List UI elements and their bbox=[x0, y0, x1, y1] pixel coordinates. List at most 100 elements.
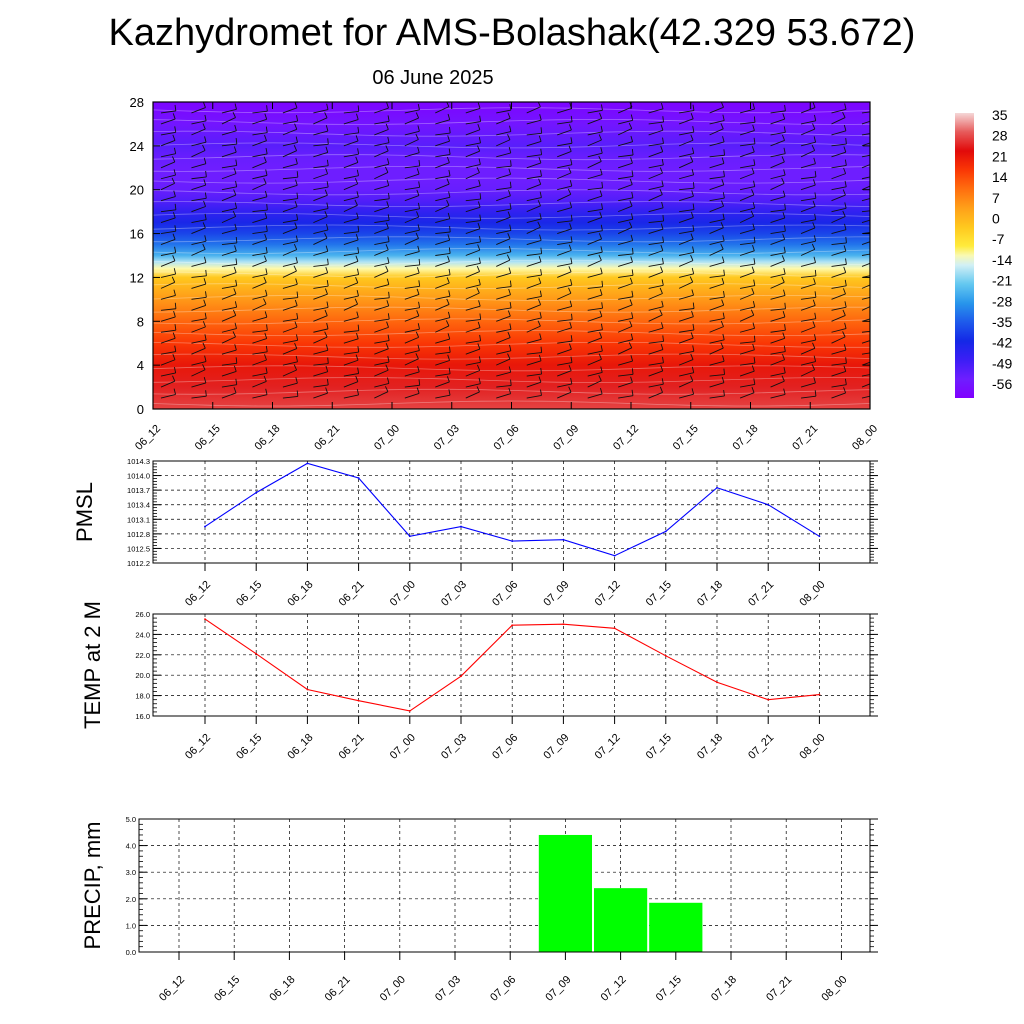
wind-barb bbox=[679, 323, 695, 333]
wind-barb bbox=[343, 346, 360, 355]
wind-barb bbox=[435, 178, 450, 191]
contour-line bbox=[153, 353, 870, 360]
wind-barb bbox=[740, 159, 756, 169]
x-tick-label: 06_18 bbox=[267, 974, 297, 1004]
data-point bbox=[664, 530, 667, 533]
wind-barb bbox=[861, 219, 870, 224]
wind-barb bbox=[800, 342, 816, 355]
y-tick-label: 16 bbox=[130, 227, 144, 242]
wind-barb bbox=[221, 180, 238, 191]
wind-barb bbox=[800, 256, 816, 267]
wind-barb bbox=[831, 138, 847, 147]
wind-barb bbox=[404, 232, 419, 245]
wind-barb bbox=[191, 243, 206, 256]
wind-barb bbox=[465, 278, 481, 289]
colorbar-scale bbox=[955, 113, 974, 398]
wind-barb bbox=[679, 345, 695, 355]
colorbar-labels: 35 28 21 14 7 0 -7 -14 -21 -28 -35 -42 -49 -56 bbox=[992, 107, 1012, 392]
wind-barb bbox=[739, 189, 755, 202]
wind-barb bbox=[313, 202, 329, 213]
wind-barb bbox=[435, 169, 451, 180]
wind-barb bbox=[374, 136, 390, 147]
x-tick-label: 06_15 bbox=[234, 732, 264, 762]
x-tick-label: 07_12 bbox=[593, 579, 623, 609]
wind-barb bbox=[160, 354, 176, 366]
y-tick-label: 1014.3 bbox=[127, 457, 150, 466]
x-tick-label: 07_09 bbox=[551, 423, 581, 453]
wind-barb bbox=[587, 323, 603, 333]
wind-barb bbox=[679, 388, 695, 399]
wind-barb bbox=[831, 365, 847, 377]
y-tick-label: 20 bbox=[130, 183, 144, 198]
panel-frame bbox=[152, 613, 871, 717]
wind-barb bbox=[160, 233, 176, 245]
wind-barb bbox=[374, 166, 389, 180]
wind-barb bbox=[343, 135, 359, 147]
wind-barb bbox=[465, 137, 481, 147]
wind-barb bbox=[496, 353, 511, 366]
wind-barb bbox=[465, 235, 481, 245]
wind-barb bbox=[709, 222, 724, 234]
wind-barb bbox=[221, 288, 237, 300]
wind-barb bbox=[648, 102, 664, 114]
wind-barb bbox=[861, 164, 870, 169]
x-tick-label: 06_18 bbox=[285, 579, 315, 609]
wind-barb bbox=[557, 236, 573, 245]
wind-barb bbox=[709, 192, 725, 202]
wind-barb bbox=[861, 374, 870, 377]
wind-barb bbox=[343, 169, 359, 180]
contour-line bbox=[153, 271, 870, 278]
wind-barb bbox=[496, 232, 511, 245]
wind-barb bbox=[435, 290, 451, 300]
wind-barb bbox=[465, 356, 481, 366]
contour-lines bbox=[153, 107, 870, 407]
wind-barb bbox=[861, 253, 870, 256]
wind-barb bbox=[831, 245, 847, 256]
colorbar-label: -7 bbox=[992, 231, 1005, 247]
wind-barb bbox=[191, 114, 207, 125]
wind-barb bbox=[618, 333, 634, 344]
y-tick-label: 20.0 bbox=[135, 671, 150, 680]
x-tick-label: 06_15 bbox=[234, 579, 264, 609]
wind-barb bbox=[831, 167, 847, 180]
wind-barb bbox=[648, 180, 664, 191]
wind-barb bbox=[404, 387, 420, 399]
y-tick-label: 1013.1 bbox=[127, 515, 150, 524]
wind-barb bbox=[282, 355, 298, 366]
wind-barb bbox=[770, 375, 785, 388]
panel-frame bbox=[138, 818, 871, 953]
y-tick-label: 5.0 bbox=[126, 815, 136, 824]
wind-barb bbox=[374, 343, 389, 355]
wind-barb bbox=[740, 357, 756, 366]
wind-barb bbox=[221, 111, 236, 125]
data-point bbox=[408, 535, 411, 538]
wind-barb bbox=[861, 306, 870, 311]
wind-barb bbox=[435, 247, 451, 256]
y-tick-label: 12 bbox=[130, 270, 144, 285]
wind-barb bbox=[679, 126, 695, 136]
wind-barb bbox=[191, 278, 207, 289]
wind-barb bbox=[404, 379, 421, 388]
wind-barb bbox=[374, 300, 390, 311]
wind-barb bbox=[648, 188, 663, 202]
colorbar-label: 7 bbox=[992, 190, 1000, 206]
x-tick-label: 07_03 bbox=[439, 732, 469, 762]
wind-barb bbox=[770, 332, 786, 344]
wind-barb bbox=[679, 267, 695, 278]
wind-barb bbox=[221, 245, 237, 256]
data-point bbox=[767, 503, 770, 506]
wind-barb bbox=[587, 310, 603, 322]
contour-line bbox=[153, 177, 870, 184]
wind-barb bbox=[374, 158, 390, 169]
data-point bbox=[562, 538, 565, 541]
wind-barb bbox=[496, 181, 512, 191]
wind-barb bbox=[709, 234, 725, 245]
wind-barb bbox=[374, 265, 389, 278]
y-tick-label: 24 bbox=[130, 139, 144, 154]
wind-barb bbox=[557, 321, 572, 333]
wind-barb bbox=[465, 300, 481, 311]
wind-barb bbox=[252, 311, 268, 322]
wind-barb bbox=[496, 211, 511, 224]
x-tick-label: 06_12 bbox=[157, 974, 187, 1004]
wind-barb bbox=[648, 335, 664, 344]
